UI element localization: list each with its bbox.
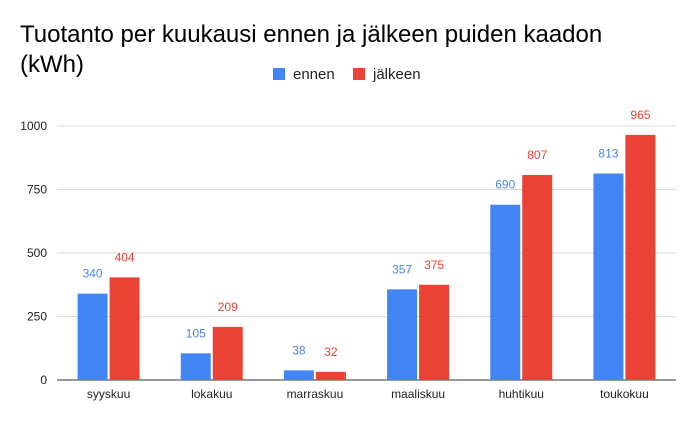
chart-title: Tuotanto per kuukausi ennen ja jälkeen p… xyxy=(20,21,603,78)
bar xyxy=(490,204,521,380)
bar xyxy=(522,175,553,380)
legend: ennen jälkeen xyxy=(273,66,421,83)
bar xyxy=(419,284,450,380)
bars xyxy=(77,134,656,380)
y-tick-label: 750 xyxy=(27,183,47,197)
y-tick-label: 500 xyxy=(27,246,47,260)
legend-label: jälkeen xyxy=(372,66,421,83)
gridlines xyxy=(57,125,676,381)
legend-swatch xyxy=(353,68,365,80)
y-tick-label: 1000 xyxy=(20,119,47,133)
x-tick-label: maaliskuu xyxy=(391,387,445,401)
data-labels: 340 404 105 209 38 32 357 375 690 807 813 965 xyxy=(83,108,651,359)
data-label: 32 xyxy=(324,345,338,359)
bar xyxy=(387,289,418,380)
data-label: 209 xyxy=(218,300,238,314)
data-label: 404 xyxy=(115,250,135,264)
data-label: 813 xyxy=(598,146,618,160)
legend-swatch xyxy=(273,68,285,80)
y-tick-label: 0 xyxy=(40,373,47,387)
bar xyxy=(283,370,314,380)
bar xyxy=(109,277,140,380)
data-label: 340 xyxy=(83,267,103,281)
data-label: 105 xyxy=(186,326,206,340)
bar xyxy=(180,353,211,380)
x-tick-label: toukokuu xyxy=(600,387,649,401)
y-axis-ticks: 0 250 500 750 1000 xyxy=(20,119,47,387)
bar xyxy=(593,173,624,380)
bar xyxy=(212,326,243,380)
x-tick-label: lokakuu xyxy=(191,387,232,401)
bar xyxy=(77,293,108,380)
data-label: 690 xyxy=(495,178,515,192)
data-label: 807 xyxy=(527,148,547,162)
data-label: 357 xyxy=(392,262,412,276)
bar xyxy=(625,134,656,380)
x-tick-label: syyskuu xyxy=(87,387,130,401)
data-label: 965 xyxy=(630,108,650,122)
data-label: 38 xyxy=(292,343,306,357)
data-label: 375 xyxy=(424,258,444,272)
bar xyxy=(315,371,346,380)
y-tick-label: 250 xyxy=(27,310,47,324)
x-tick-label: huhtikuu xyxy=(499,387,544,401)
x-tick-label: marraskuu xyxy=(287,387,344,401)
legend-label: ennen xyxy=(293,66,335,83)
x-axis-ticks: syyskuu lokakuu marraskuu maaliskuu huhtikuu… xyxy=(87,387,649,401)
